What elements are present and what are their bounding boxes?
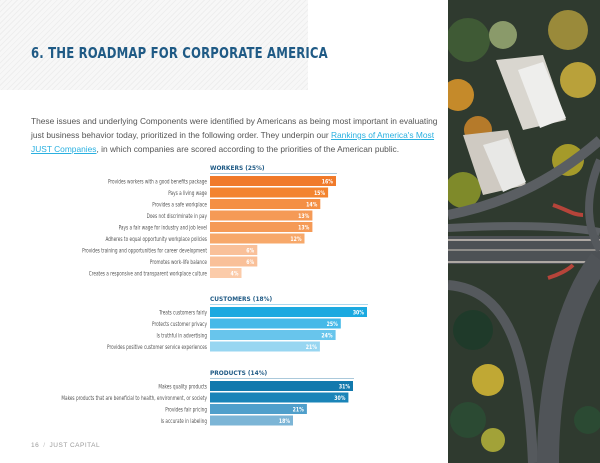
page-number: 16: [31, 442, 40, 449]
customers-bar: [210, 330, 336, 340]
customers-category-label: Provides positive customer service exper…: [107, 344, 207, 351]
workers-bar: [210, 199, 321, 209]
products-category-label: Provides fair pricing: [165, 407, 207, 414]
workers-category-label: Adheres to equal opportunity workplace p…: [105, 236, 207, 243]
workers-value-label: 12%: [290, 237, 302, 244]
workers-value-label: 16%: [322, 179, 334, 186]
workers-bar: [210, 210, 313, 221]
workers-category-label: Provides workers with a good benefits pa…: [108, 179, 207, 186]
workers-bar: [210, 245, 258, 255]
rankings-link[interactable]: Rankings of America's Most JUST Companie…: [31, 130, 435, 154]
workers-bar: [210, 176, 336, 186]
products-bar: [210, 404, 307, 414]
customers-bar: [210, 341, 320, 352]
intro-text-before: These issues and underlying Components w…: [31, 116, 438, 140]
products-value-label: 21%: [293, 407, 305, 414]
customers-chart-title: CUSTOMERS (18%): [210, 295, 272, 303]
products-chart: PRODUCTS (14%)Makes quality products 31% M…: [61, 369, 354, 426]
workers-value-label: 6%: [246, 260, 255, 267]
intro-paragraph: These issues and underlying Components w…: [31, 114, 443, 156]
workers-bar: [210, 268, 242, 278]
workers-bar: [210, 233, 305, 244]
customers-value-label: 25%: [327, 322, 339, 329]
workers-value-label: 13%: [298, 214, 310, 221]
products-value-label: 30%: [334, 396, 346, 403]
customers-category-label: Treats customers fairly: [158, 310, 207, 317]
workers-value-label: 13%: [298, 225, 310, 232]
workers-category-label: Provides a safe workplace: [152, 202, 207, 209]
workers-category-label: Creates a responsive and transparent wor…: [89, 271, 207, 278]
customers-value-label: 30%: [353, 310, 365, 317]
workers-chart-title: WORKERS (25%): [210, 164, 265, 172]
workers-value-label: 15%: [314, 191, 326, 198]
workers-value-label: 6%: [246, 248, 255, 255]
products-chart-title: PRODUCTS (14%): [210, 369, 268, 377]
intro-text-after: , in which companies are scored accordin…: [96, 144, 400, 154]
products-bar: [210, 415, 293, 426]
page-title: 6. THE ROADMAP FOR CORPORATE AMERICA: [31, 44, 328, 62]
products-value-label: 31%: [339, 384, 351, 391]
products-value-label: 18%: [279, 419, 291, 426]
highway-photo-illustration: [448, 0, 600, 463]
workers-value-label: 4%: [231, 271, 240, 278]
products-category-label: Is accurate in labeling: [161, 418, 207, 425]
component-priority-charts: WORKERS (25%)Provides workers with a goo…: [61, 164, 368, 426]
customers-bar: [210, 318, 341, 329]
page-footer: 16/JUST CAPITAL: [31, 442, 100, 449]
customers-bar: [210, 307, 367, 317]
products-category-label: Makes quality products: [158, 384, 207, 391]
workers-bar: [210, 222, 313, 232]
customers-value-label: 21%: [306, 345, 318, 352]
customers-value-label: 24%: [321, 333, 333, 340]
workers-bar: [210, 256, 258, 267]
products-bar: [210, 392, 349, 403]
workers-category-label: Promotes work-life balance: [150, 259, 207, 266]
customers-category-label: Is truthful in advertising: [156, 333, 207, 340]
workers-value-label: 14%: [306, 202, 318, 209]
workers-chart: WORKERS (25%)Provides workers with a goo…: [82, 164, 337, 278]
workers-bar: [210, 187, 329, 198]
products-bar: [210, 381, 353, 391]
workers-category-label: Pays a fair wage for industry and job le…: [119, 225, 207, 232]
workers-category-label: Provides training and opportunities for …: [82, 248, 207, 255]
footer-separator: /: [43, 442, 46, 449]
customers-category-label: Protects customer privacy: [152, 321, 207, 328]
publisher-name: JUST CAPITAL: [49, 442, 101, 449]
products-category-label: Makes products that are beneficial to he…: [61, 395, 207, 402]
workers-category-label: Pays a living wage: [168, 190, 207, 197]
aerial-highway-photo: [448, 0, 600, 463]
workers-category-label: Does not discriminate in pay: [147, 213, 208, 220]
customers-chart: CUSTOMERS (18%)Treats customers fairly 30…: [107, 295, 368, 352]
title-band: [0, 0, 308, 90]
